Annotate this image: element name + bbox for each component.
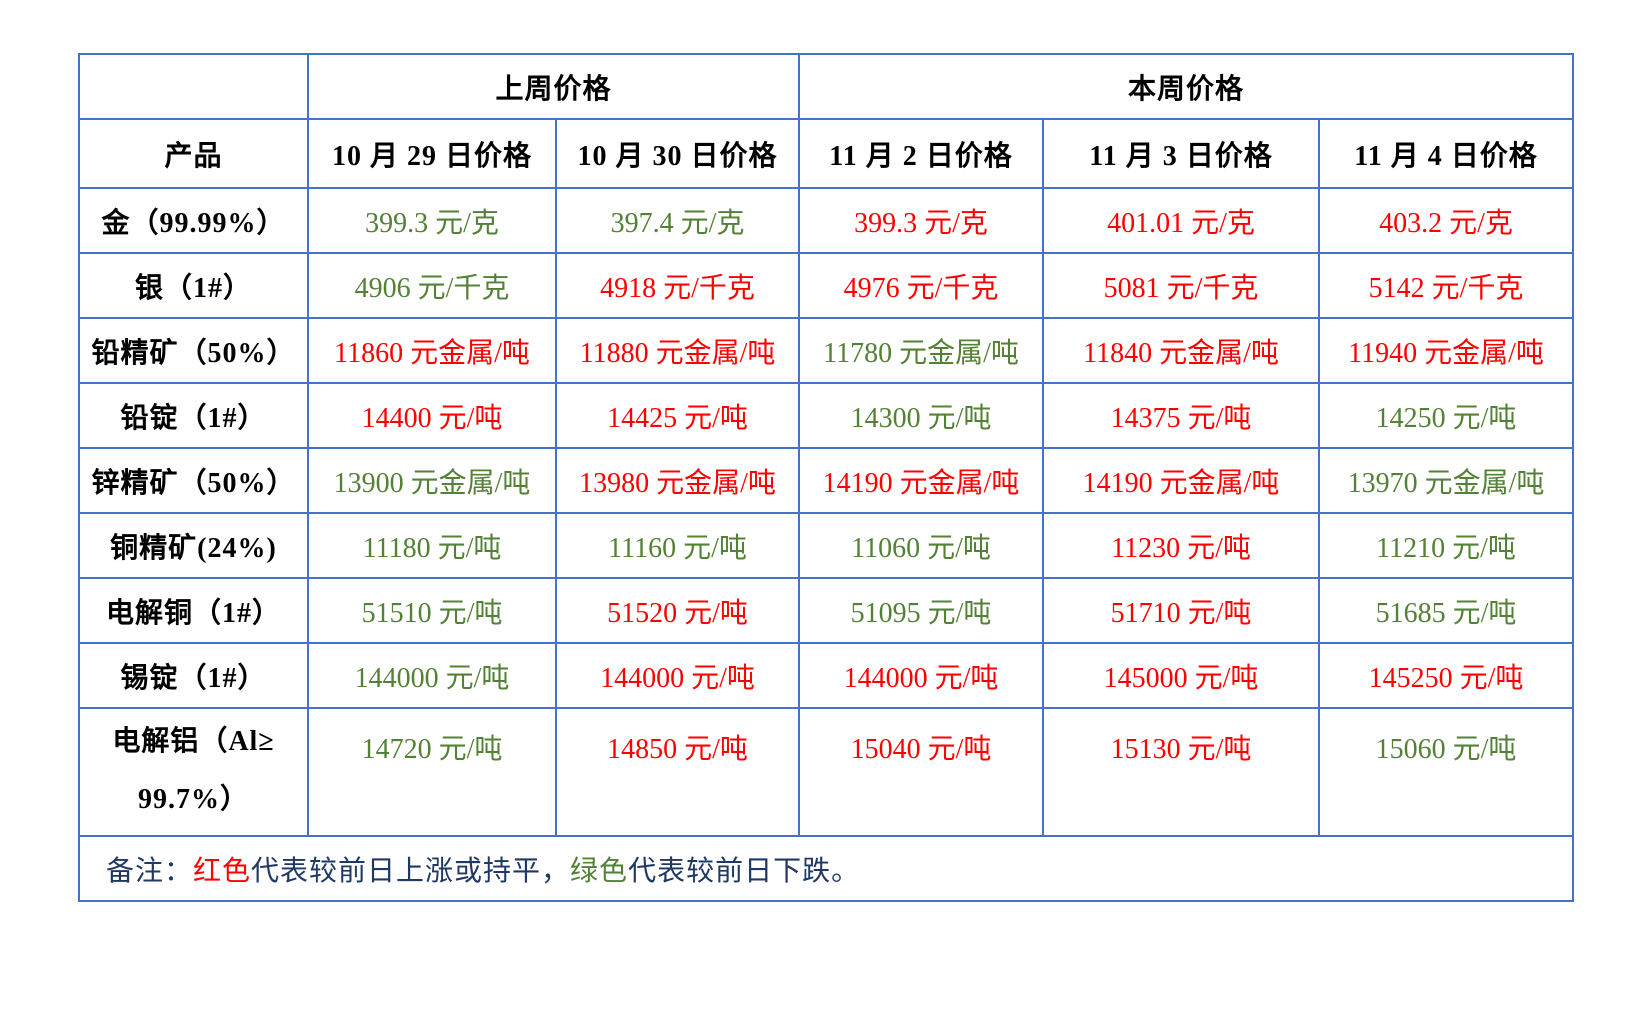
this-week-header: 本周价格 <box>798 53 1575 120</box>
price-value: 11060 元/吨 <box>851 532 991 564</box>
metal-price-table: 上周价格 本周价格 产品 10 月 29 日价格 10 月 30 日价格 11 … <box>77 53 1575 902</box>
price-value: 145000 元/吨 <box>1103 662 1259 694</box>
note-row: 备注：红色代表较前日上涨或持平，绿色代表较前日下跌。 <box>77 835 1575 902</box>
column-header-row: 产品 10 月 29 日价格 10 月 30 日价格 11 月 2 日价格 11… <box>78 118 1575 189</box>
table-row: 铜精矿(24%) 11180 元/吨 11160 元/吨 11060 元/吨 1… <box>78 512 1575 579</box>
price-value: 4918 元/千克 <box>600 272 755 304</box>
price-value: 399.3 元/克 <box>365 207 499 239</box>
product-name: 金（99.99%） <box>78 187 309 254</box>
price-value: 14425 元/吨 <box>607 402 748 434</box>
table-row: 铅锭（1#） 14400 元/吨 14425 元/吨 14300 元/吨 143… <box>78 382 1575 449</box>
price-value: 15130 元/吨 <box>1110 734 1252 765</box>
product-name: 铅锭（1#） <box>78 382 309 449</box>
product-name: 电解铜（1#） <box>78 577 309 644</box>
price-value: 14250 元/吨 <box>1375 402 1517 434</box>
price-value: 11210 元/吨 <box>1376 532 1516 564</box>
table-row: 铅精矿（50%） 11860 元金属/吨 11880 元金属/吨 11780 元… <box>78 317 1575 384</box>
note-green-label: 绿色 <box>570 855 629 887</box>
price-value: 401.01 元/克 <box>1107 207 1255 239</box>
price-value: 11840 元金属/吨 <box>1083 337 1279 369</box>
price-value: 4906 元/千克 <box>354 272 510 304</box>
product-name: 电解铝（Al≥ 99.7%） <box>78 707 309 837</box>
col-header-date-nov3: 11 月 3 日价格 <box>1042 118 1321 189</box>
empty-corner-cell <box>78 53 309 120</box>
price-value: 11780 元金属/吨 <box>823 337 1019 369</box>
last-week-header: 上周价格 <box>306 53 801 120</box>
product-name: 铜精矿(24%) <box>78 512 309 579</box>
price-value: 14190 元金属/吨 <box>822 467 1020 499</box>
col-header-date-oct30: 10 月 30 日价格 <box>554 118 801 189</box>
price-value: 14300 元/吨 <box>850 402 992 434</box>
price-value: 14850 元/吨 <box>607 734 748 765</box>
price-value: 144000 元/吨 <box>354 662 510 694</box>
table-row: 锡锭（1#） 144000 元/吨 144000 元/吨 144000 元/吨 … <box>78 642 1575 709</box>
price-value: 11180 元/吨 <box>362 532 502 564</box>
price-value: 11940 元金属/吨 <box>1348 337 1544 369</box>
price-value: 397.4 元/克 <box>610 207 745 239</box>
price-value: 11880 元金属/吨 <box>579 337 776 369</box>
price-value: 14720 元/吨 <box>361 734 503 765</box>
col-header-date-nov2: 11 月 2 日价格 <box>798 118 1045 189</box>
price-value: 144000 元/吨 <box>843 662 999 694</box>
price-value: 13900 元金属/吨 <box>333 467 531 499</box>
price-value: 51710 元/吨 <box>1110 597 1252 629</box>
price-value: 15060 元/吨 <box>1375 734 1517 765</box>
price-value: 51520 元/吨 <box>607 597 748 629</box>
note-suffix: 代表较前日下跌。 <box>628 855 861 887</box>
note-middle: 代表较前日上涨或持平， <box>251 855 571 887</box>
note-prefix: 备注： <box>106 855 194 887</box>
price-value: 144000 元/吨 <box>600 662 755 694</box>
col-header-product: 产品 <box>78 118 309 189</box>
price-value: 13980 元金属/吨 <box>579 467 776 499</box>
product-name: 铅精矿（50%） <box>78 317 309 384</box>
price-value: 51510 元/吨 <box>361 597 503 629</box>
price-value: 11230 元/吨 <box>1111 532 1251 564</box>
note-text: 备注：红色代表较前日上涨或持平，绿色代表较前日下跌。 <box>77 835 1575 902</box>
table-row: 锌精矿（50%） 13900 元金属/吨 13980 元金属/吨 14190 元… <box>78 447 1575 514</box>
price-value: 51095 元/吨 <box>850 597 992 629</box>
price-value: 11160 元/吨 <box>608 532 747 564</box>
price-value: 14400 元/吨 <box>361 402 503 434</box>
col-header-date-nov4: 11 月 4 日价格 <box>1318 118 1575 189</box>
price-value: 11860 元金属/吨 <box>334 337 530 369</box>
price-value: 14190 元金属/吨 <box>1082 467 1280 499</box>
col-header-date-oct29: 10 月 29 日价格 <box>307 118 557 189</box>
price-value: 14375 元/吨 <box>1110 402 1252 434</box>
table-row: 银（1#） 4906 元/千克 4918 元/千克 4976 元/千克 5081… <box>78 252 1575 319</box>
table-row: 金（99.99%） 399.3 元/克 397.4 元/克 399.3 元/克 … <box>78 187 1575 254</box>
price-value: 4976 元/千克 <box>843 272 999 304</box>
price-value: 51685 元/吨 <box>1375 597 1517 629</box>
week-group-header-row: 上周价格 本周价格 <box>78 53 1575 120</box>
price-value: 15040 元/吨 <box>850 734 992 765</box>
table-row: 电解铝（Al≥ 99.7%） 14720 元/吨 14850 元/吨 15040 … <box>78 707 1575 837</box>
note-red-label: 红色 <box>193 855 252 887</box>
table-row: 电解铜（1#） 51510 元/吨 51520 元/吨 51095 元/吨 51… <box>78 577 1575 644</box>
price-value: 5142 元/千克 <box>1368 272 1524 304</box>
price-value: 145250 元/吨 <box>1368 662 1524 694</box>
price-value: 403.2 元/克 <box>1379 207 1513 239</box>
price-value: 5081 元/千克 <box>1103 272 1259 304</box>
price-value: 13970 元金属/吨 <box>1347 467 1545 499</box>
price-value: 399.3 元/克 <box>854 207 988 239</box>
product-name: 锡锭（1#） <box>78 642 309 709</box>
product-name: 锌精矿（50%） <box>78 447 309 514</box>
product-name: 银（1#） <box>78 252 309 319</box>
